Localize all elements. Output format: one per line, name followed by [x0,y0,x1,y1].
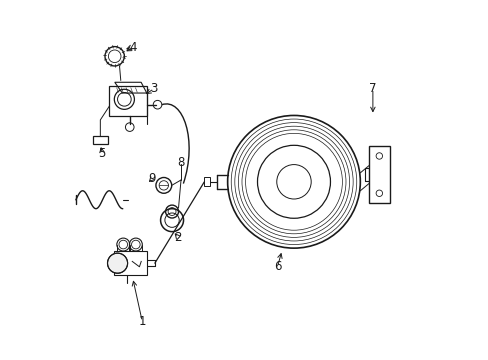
Text: 3: 3 [150,82,158,95]
Text: 5: 5 [98,147,105,159]
Bar [204,177,209,186]
Text: 1: 1 [138,315,146,328]
Text: 2: 2 [174,231,182,244]
Bar [109,86,146,116]
Circle shape [107,253,127,273]
Text: 8: 8 [177,156,184,168]
Text: 6: 6 [273,260,281,273]
Text: 9: 9 [148,172,156,185]
Bar [368,146,389,203]
Text: 7: 7 [368,82,376,95]
Bar [114,251,147,275]
Text: 4: 4 [129,41,137,54]
Bar [93,135,108,144]
